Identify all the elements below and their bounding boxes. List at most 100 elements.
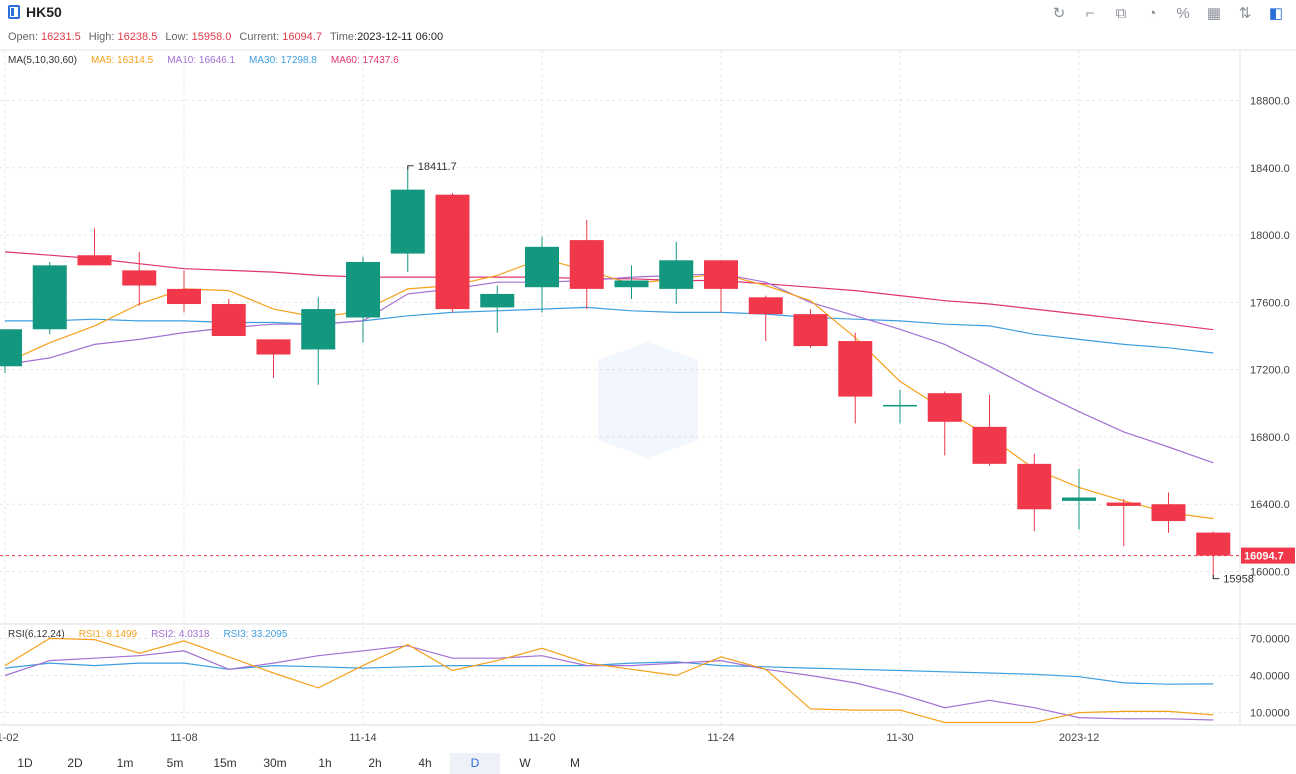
time-label: Time: — [329, 31, 358, 43]
candle-body — [390, 189, 425, 254]
ma30-line — [5, 306, 1214, 354]
candle — [1151, 492, 1186, 533]
candle-body — [1151, 504, 1186, 522]
rsi1-line — [4, 637, 1214, 724]
candle — [301, 297, 336, 385]
ma10-legend: MA10: 16646.1 — [167, 55, 236, 66]
low-marker-arrow — [1212, 574, 1220, 580]
candle-body — [0, 329, 22, 367]
symbol-label: HK50 — [26, 4, 62, 20]
low-marker-label: 15958 — [1223, 574, 1254, 586]
candle — [659, 241, 694, 305]
period-selector: 1D 2D 1m 5m 15m 30m 1h 2h 4h D W M — [0, 753, 1296, 774]
candle-body — [480, 293, 515, 308]
candle — [0, 329, 22, 374]
open-label: Open: — [8, 31, 38, 43]
candle — [704, 260, 738, 313]
percent-icon[interactable]: % — [1176, 4, 1190, 22]
candle-body — [1196, 532, 1231, 556]
compare-icon[interactable]: ⇅ — [1238, 5, 1252, 22]
toolbar: ↻ ⌐ ⧉ ◔ % ▦ ⇅ ◧ — [1049, 3, 1286, 23]
candle-body — [883, 404, 917, 407]
rsi3-legend: RSI3: 33.2095 — [223, 629, 288, 640]
price-tick-label: 16800.0 — [1250, 432, 1290, 444]
candle — [614, 265, 649, 299]
price-tick-label: 18400.0 — [1250, 163, 1290, 175]
rsi2-legend: RSI2: 4.0318 — [151, 629, 210, 640]
grid-icon[interactable]: ▦ — [1206, 5, 1222, 22]
ma10-line — [4, 273, 1214, 464]
ma5-legend: MA5: 16314.5 — [90, 55, 154, 66]
current-price-tag — [1241, 547, 1295, 564]
period-m[interactable]: M — [570, 756, 580, 770]
candle — [211, 298, 246, 336]
watermark-shape — [598, 342, 698, 458]
period-d[interactable]: D — [450, 753, 500, 774]
candle-body — [659, 260, 694, 289]
period-1d[interactable]: 1D — [17, 756, 33, 770]
candle-body — [838, 341, 873, 397]
price-tick-label: 18800.0 — [1250, 95, 1290, 107]
candle-body — [211, 304, 246, 336]
rsi1-legend: RSI1: 8.1499 — [78, 629, 138, 640]
candle-body — [167, 288, 201, 305]
candle-body — [614, 280, 649, 288]
ma-legend: MA(5,10,30,60) MA5: 16314.5 MA10: 16646.… — [8, 55, 399, 66]
price-tick-label: 18000.0 — [1250, 230, 1290, 242]
candle — [525, 236, 559, 313]
symbol-icon — [8, 5, 20, 19]
candle-body — [1106, 502, 1141, 506]
period-w[interactable]: W — [519, 756, 531, 770]
candle-body — [927, 393, 962, 422]
price-tick-label: 17600.0 — [1250, 297, 1290, 309]
high-value: 16238.5 — [117, 31, 158, 43]
x-tick-label: 11-08 — [170, 732, 197, 744]
x-tick-label: 11-30 — [886, 732, 913, 744]
candle — [1017, 453, 1052, 532]
price-chart[interactable]: 11-02 11-08 11-14 11-20 11-24 11-30 2023-12 188… — [0, 0, 1296, 753]
rsi2-line — [4, 645, 1214, 721]
candle — [1196, 531, 1231, 579]
chart-type-icon[interactable]: ⧉ — [1115, 4, 1127, 22]
candle — [256, 339, 291, 379]
rsi-tick-label: 70.0000 — [1250, 633, 1290, 645]
ma5-line — [4, 257, 1214, 520]
ma60-legend: MA60: 17437.6 — [330, 55, 399, 66]
candle — [77, 228, 112, 266]
period-2d[interactable]: 2D — [67, 756, 83, 770]
period-1h[interactable]: 1h — [318, 756, 332, 770]
period-15m[interactable]: 15m — [213, 756, 237, 770]
candle-body — [346, 261, 380, 318]
current-price-label: 16094.7 — [1244, 551, 1284, 563]
current-label: Current: — [239, 31, 280, 43]
candle — [793, 309, 828, 348]
period-30m[interactable]: 30m — [263, 756, 287, 770]
rsi-legend: RSI(6,12,24) RSI1: 8.1499 RSI2: 4.0318 R… — [8, 629, 287, 640]
period-5m[interactable]: 5m — [166, 756, 184, 770]
refresh-icon[interactable]: ↻ — [1052, 5, 1066, 22]
candle — [838, 332, 873, 424]
period-1m[interactable]: 1m — [116, 756, 134, 770]
candle — [1106, 499, 1141, 547]
pie-icon[interactable]: ◔ — [1147, 4, 1157, 22]
candle — [1062, 468, 1096, 530]
candle-body — [793, 314, 828, 347]
draw-icon[interactable]: ⌐ — [1085, 4, 1095, 22]
period-2h[interactable]: 2h — [368, 756, 382, 770]
rsi-tick-label: 40.0000 — [1250, 671, 1290, 683]
x-tick-label: 11-24 — [707, 732, 734, 744]
candle — [569, 219, 604, 310]
fullscreen-icon[interactable]: ◧ — [1268, 5, 1284, 22]
rsi-tick-label: 10.0000 — [1250, 708, 1290, 720]
candle — [972, 394, 1007, 466]
price-tick-label: 17200.0 — [1250, 365, 1290, 377]
candle — [122, 251, 157, 306]
watermark-logo — [598, 342, 698, 458]
price-tick-label: 16400.0 — [1250, 499, 1290, 511]
candle — [346, 256, 380, 343]
candle-body — [1017, 463, 1052, 510]
top-bar: HK50 ↻ ⌐ ⧉ ◔ % ▦ ⇅ ◧ — [0, 0, 1296, 26]
period-4h[interactable]: 4h — [418, 756, 432, 770]
ohlc-readout: Open: 16231.5 High: 16238.5 Low: 15958.0… — [8, 31, 443, 43]
symbol-title[interactable]: HK50 — [8, 4, 62, 20]
